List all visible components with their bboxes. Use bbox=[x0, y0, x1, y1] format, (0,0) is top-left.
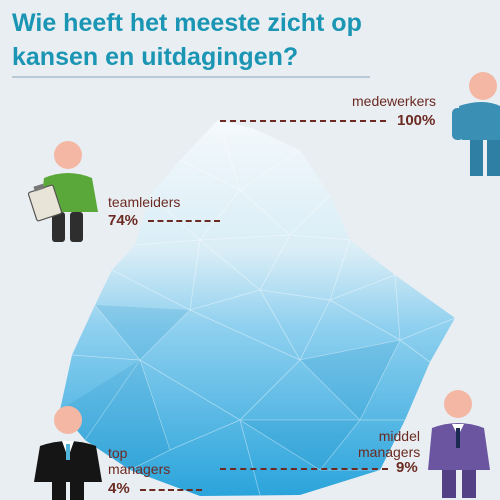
title-divider bbox=[12, 76, 370, 78]
leader-line-teamleiders bbox=[148, 220, 220, 222]
group-percent-teamleiders: 74% bbox=[108, 212, 139, 229]
group-label-top-managers: top managers bbox=[108, 445, 171, 477]
iceberg-facets bbox=[71, 119, 456, 496]
group-label-medewerkers: medewerkers bbox=[352, 93, 437, 109]
page-title: Wie heeft het meeste zicht op kansen en … bbox=[12, 9, 362, 71]
iceberg-shading bbox=[60, 305, 400, 470]
group-percent-top-managers: 4% bbox=[108, 480, 130, 497]
leader-line-medewerkers bbox=[220, 120, 386, 122]
group-percent-medewerkers: 100% bbox=[397, 112, 436, 129]
group-label-middel-managers: middel managers bbox=[358, 428, 421, 460]
leader-line-top-managers bbox=[140, 489, 202, 491]
leader-line-middel-managers bbox=[220, 468, 388, 470]
group-label-teamleiders: teamleiders bbox=[108, 194, 181, 210]
group-percent-middel-managers: 9% bbox=[396, 459, 418, 476]
clipboard-icon bbox=[27, 183, 63, 222]
iceberg-shape bbox=[60, 120, 455, 496]
